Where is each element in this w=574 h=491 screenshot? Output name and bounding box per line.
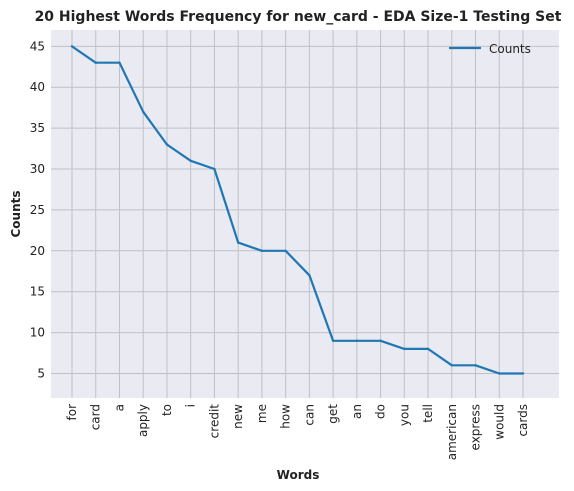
y-tick-label: 30	[30, 162, 45, 176]
data-point	[308, 274, 311, 277]
chart-title: 20 Highest Words Frequency for new_card …	[35, 9, 562, 25]
data-point	[118, 61, 121, 64]
grid-lines	[51, 30, 559, 398]
x-tick-labels: for card a apply to i credit new me how can get an do…	[65, 404, 530, 461]
y-tick-label: 45	[30, 39, 45, 53]
plot-area	[51, 30, 559, 398]
x-axis-label: Words	[277, 468, 320, 482]
x-tick-label: new	[231, 404, 245, 429]
y-tick-label: 20	[30, 244, 45, 258]
data-point	[331, 339, 335, 342]
data-point	[189, 159, 192, 163]
x-tick-label: a	[112, 404, 126, 411]
x-tick-label: an	[350, 404, 364, 419]
x-tick-label: me	[255, 404, 269, 423]
y-tick-label: 35	[30, 121, 45, 135]
x-tick-label: american	[445, 404, 459, 460]
x-tick-label: for	[65, 404, 79, 421]
data-point	[165, 143, 169, 146]
data-point	[379, 339, 382, 342]
x-tick-label: cards	[516, 404, 530, 437]
x-tick-label: tell	[421, 404, 435, 423]
data-point	[213, 167, 216, 171]
data-point	[70, 45, 74, 48]
x-tick-label: apply	[136, 404, 150, 437]
data-point	[426, 347, 430, 351]
x-tick-label: do	[374, 404, 388, 419]
x-tick-label: get	[326, 404, 340, 424]
data-point	[474, 364, 477, 367]
data-point	[94, 61, 97, 64]
x-tick-label: can	[302, 404, 316, 426]
data-point	[498, 372, 501, 375]
data-point	[450, 364, 453, 367]
data-point	[260, 249, 264, 252]
data-point	[284, 249, 287, 252]
y-tick-label: 40	[30, 80, 45, 94]
data-point	[355, 339, 359, 342]
y-tick-labels: 5 10 15 20 25 30 35 40 45	[30, 39, 45, 380]
x-tick-label: credit	[207, 404, 221, 439]
legend-label-counts: Counts	[489, 42, 531, 56]
data-point	[521, 372, 525, 375]
y-tick-label: 10	[30, 326, 45, 340]
x-tick-label: would	[492, 404, 506, 440]
series-lines	[70, 45, 525, 375]
y-axis-label: Counts	[9, 190, 23, 237]
data-point	[142, 110, 145, 113]
x-tick-label: i	[184, 404, 198, 407]
series-line-counts	[71, 45, 523, 375]
y-tick-label: 5	[37, 366, 45, 380]
x-tick-label: card	[89, 404, 103, 430]
y-tick-label: 25	[30, 203, 45, 217]
x-tick-label: express	[469, 404, 483, 450]
x-tick-label: how	[279, 404, 293, 429]
y-tick-label: 15	[30, 285, 45, 299]
x-tick-label: you	[397, 404, 411, 426]
data-point	[403, 347, 406, 351]
legend: Counts	[449, 42, 531, 56]
x-tick-label: to	[160, 404, 174, 416]
data-point	[236, 241, 240, 244]
